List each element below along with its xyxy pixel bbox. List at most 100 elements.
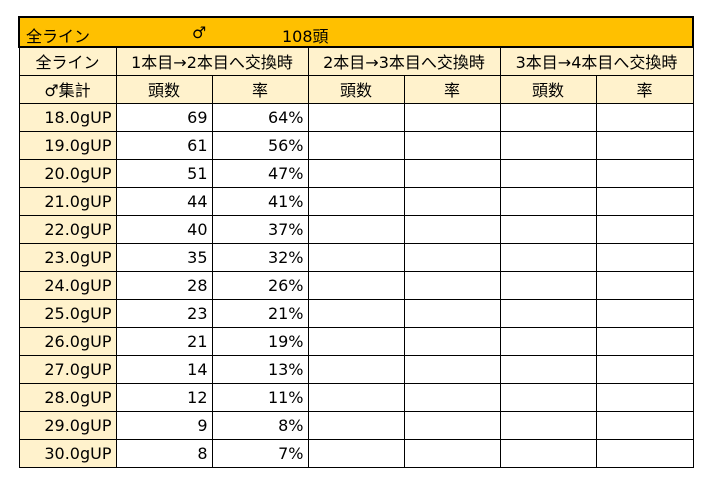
rate-cell-2[interactable]: [403, 326, 501, 356]
rate-cell-3[interactable]: [595, 214, 694, 244]
count-cell-1[interactable]: 44: [115, 186, 213, 216]
rate-cell-2[interactable]: [403, 298, 501, 328]
count-cell-1[interactable]: 21: [115, 326, 213, 356]
count-cell-3[interactable]: [499, 354, 597, 384]
count-cell-2[interactable]: [307, 158, 405, 188]
rate-cell-3[interactable]: [595, 186, 694, 216]
rate-cell-2[interactable]: [403, 158, 501, 188]
count-cell-1[interactable]: 61: [115, 130, 213, 160]
rate-cell-3[interactable]: [595, 242, 694, 272]
rate-cell-3[interactable]: [595, 410, 694, 440]
rate-cell-3[interactable]: [595, 270, 694, 300]
count-cell-2[interactable]: [307, 382, 405, 412]
row-label-cell[interactable]: 22.0gUP: [18, 214, 117, 244]
row-label-cell[interactable]: 25.0gUP: [18, 298, 117, 328]
rate-cell-2[interactable]: [403, 410, 501, 440]
count-cell-2[interactable]: [307, 326, 405, 356]
rate-cell-2[interactable]: [403, 438, 501, 468]
rate-cell-2[interactable]: [403, 214, 501, 244]
group-header-3[interactable]: 3本目→4本目へ交換時: [499, 46, 694, 76]
subheader-count-2[interactable]: 頭数: [307, 74, 405, 104]
count-cell-2[interactable]: [307, 102, 405, 132]
count-cell-1[interactable]: 28: [115, 270, 213, 300]
rate-cell-2[interactable]: [403, 186, 501, 216]
rate-cell-1[interactable]: 41%: [211, 186, 309, 216]
row-label-cell[interactable]: 30.0gUP: [18, 438, 117, 468]
corner-bottom-cell[interactable]: ♂集計: [18, 74, 117, 104]
group-header-2[interactable]: 2本目→3本目へ交換時: [307, 46, 501, 76]
row-label-cell[interactable]: 26.0gUP: [18, 326, 117, 356]
count-cell-3[interactable]: [499, 186, 597, 216]
count-cell-2[interactable]: [307, 354, 405, 384]
corner-top-cell[interactable]: 全ライン: [18, 46, 117, 76]
subheader-rate-1[interactable]: 率: [211, 74, 309, 104]
row-label-cell[interactable]: 20.0gUP: [18, 158, 117, 188]
count-cell-1[interactable]: 40: [115, 214, 213, 244]
count-cell-1[interactable]: 12: [115, 382, 213, 412]
rate-cell-3[interactable]: [595, 130, 694, 160]
count-cell-3[interactable]: [499, 102, 597, 132]
group-header-1[interactable]: 1本目→2本目へ交換時: [115, 46, 309, 76]
rate-cell-1[interactable]: 64%: [211, 102, 309, 132]
count-cell-2[interactable]: [307, 410, 405, 440]
count-cell-2[interactable]: [307, 186, 405, 216]
count-cell-3[interactable]: [499, 298, 597, 328]
row-label-cell[interactable]: 19.0gUP: [18, 130, 117, 160]
count-cell-3[interactable]: [499, 130, 597, 160]
rate-cell-3[interactable]: [595, 326, 694, 356]
count-cell-1[interactable]: 69: [115, 102, 213, 132]
rate-cell-2[interactable]: [403, 354, 501, 384]
rate-cell-3[interactable]: [595, 158, 694, 188]
title-cell[interactable]: 全ライン ♂ 108頭: [17, 16, 695, 48]
rate-cell-2[interactable]: [403, 130, 501, 160]
rate-cell-2[interactable]: [403, 242, 501, 272]
count-cell-2[interactable]: [307, 298, 405, 328]
rate-cell-1[interactable]: 56%: [211, 130, 309, 160]
row-label-cell[interactable]: 23.0gUP: [18, 242, 117, 272]
count-cell-2[interactable]: [307, 270, 405, 300]
count-cell-1[interactable]: 8: [115, 438, 213, 468]
subheader-rate-2[interactable]: 率: [403, 74, 501, 104]
rate-cell-2[interactable]: [403, 382, 501, 412]
count-cell-3[interactable]: [499, 326, 597, 356]
rate-cell-1[interactable]: 11%: [211, 382, 309, 412]
count-cell-3[interactable]: [499, 214, 597, 244]
rate-cell-3[interactable]: [595, 438, 694, 468]
rate-cell-1[interactable]: 21%: [211, 298, 309, 328]
rate-cell-3[interactable]: [595, 102, 694, 132]
subheader-count-1[interactable]: 頭数: [115, 74, 213, 104]
rate-cell-1[interactable]: 7%: [211, 438, 309, 468]
rate-cell-1[interactable]: 37%: [211, 214, 309, 244]
count-cell-3[interactable]: [499, 438, 597, 468]
count-cell-3[interactable]: [499, 382, 597, 412]
subheader-count-3[interactable]: 頭数: [499, 74, 597, 104]
row-label-cell[interactable]: 18.0gUP: [18, 102, 117, 132]
rate-cell-2[interactable]: [403, 270, 501, 300]
count-cell-3[interactable]: [499, 410, 597, 440]
count-cell-1[interactable]: 23: [115, 298, 213, 328]
rate-cell-1[interactable]: 8%: [211, 410, 309, 440]
count-cell-1[interactable]: 9: [115, 410, 213, 440]
rate-cell-3[interactable]: [595, 354, 694, 384]
row-label-cell[interactable]: 29.0gUP: [18, 410, 117, 440]
rate-cell-1[interactable]: 19%: [211, 326, 309, 356]
count-cell-2[interactable]: [307, 242, 405, 272]
rate-cell-1[interactable]: 47%: [211, 158, 309, 188]
count-cell-2[interactable]: [307, 438, 405, 468]
count-cell-1[interactable]: 51: [115, 158, 213, 188]
count-cell-3[interactable]: [499, 242, 597, 272]
count-cell-2[interactable]: [307, 214, 405, 244]
count-cell-1[interactable]: 35: [115, 242, 213, 272]
row-label-cell[interactable]: 24.0gUP: [18, 270, 117, 300]
row-label-cell[interactable]: 28.0gUP: [18, 382, 117, 412]
row-label-cell[interactable]: 21.0gUP: [18, 186, 117, 216]
rate-cell-1[interactable]: 32%: [211, 242, 309, 272]
subheader-rate-3[interactable]: 率: [595, 74, 694, 104]
rate-cell-2[interactable]: [403, 102, 501, 132]
count-cell-3[interactable]: [499, 158, 597, 188]
count-cell-1[interactable]: 14: [115, 354, 213, 384]
count-cell-2[interactable]: [307, 130, 405, 160]
rate-cell-3[interactable]: [595, 382, 694, 412]
rate-cell-3[interactable]: [595, 298, 694, 328]
rate-cell-1[interactable]: 26%: [211, 270, 309, 300]
